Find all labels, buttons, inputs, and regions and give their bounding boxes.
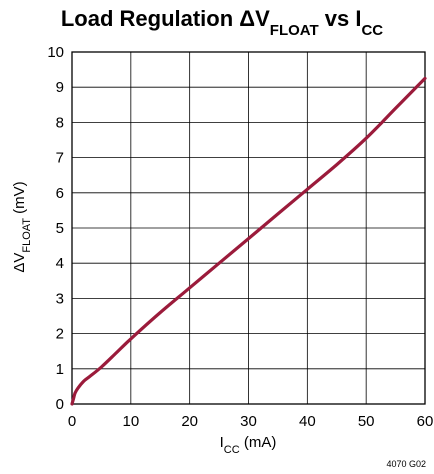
chart-title-sub2: CC: [361, 22, 383, 39]
chart-title-sub1: FLOAT: [270, 22, 319, 39]
x-axis-label-rest: (mA): [240, 434, 277, 451]
y-axis-label-rest: (mV): [11, 181, 28, 218]
x-tick-label: 10: [122, 413, 139, 430]
y-axis-label-main: ΔV: [11, 253, 28, 273]
y-tick-label: 0: [56, 396, 64, 413]
y-axis-label: ΔVFLOAT (mV): [11, 181, 33, 272]
x-tick-label: 50: [358, 413, 375, 430]
y-tick-label: 7: [56, 150, 64, 167]
series-group: [70, 76, 427, 406]
y-tick-label: 5: [56, 220, 64, 237]
y-tick-labels: 0 1 2 3 4 5 6 7 8 9 10: [47, 44, 64, 413]
x-tick-labels: 0 10 20 30 40 50 60: [68, 413, 434, 430]
plot-frame: [71, 51, 426, 405]
grid: [71, 51, 426, 405]
x-axis-label-main: I: [220, 434, 224, 451]
x-tick-label: 60: [417, 413, 434, 430]
y-tick-label: 4: [56, 255, 64, 272]
y-tick-label: 8: [56, 114, 64, 131]
y-axis-label-sub: FLOAT: [21, 218, 33, 253]
x-tick-label: 40: [299, 413, 316, 430]
chart-title: Load Regulation ΔVFLOAT vs ICC: [61, 6, 383, 39]
figure-code: 4070 G02: [386, 459, 426, 469]
y-tick-label: 3: [56, 290, 64, 307]
chart-title-main: Load Regulation ΔV: [61, 6, 270, 31]
x-tick-label: 0: [68, 413, 76, 430]
y-tick-label: 10: [47, 44, 64, 61]
y-tick-label: 6: [56, 185, 64, 202]
x-axis-label-sub: CC: [224, 444, 240, 456]
x-axis-label: ICC (mA): [220, 434, 277, 456]
series-line: [70, 76, 427, 406]
chart-title-mid: vs I: [319, 6, 362, 31]
y-tick-label: 9: [56, 79, 64, 96]
x-tick-label: 30: [240, 413, 257, 430]
x-tick-label: 20: [181, 413, 198, 430]
y-tick-label: 1: [56, 361, 64, 378]
y-tick-label: 2: [56, 326, 64, 343]
